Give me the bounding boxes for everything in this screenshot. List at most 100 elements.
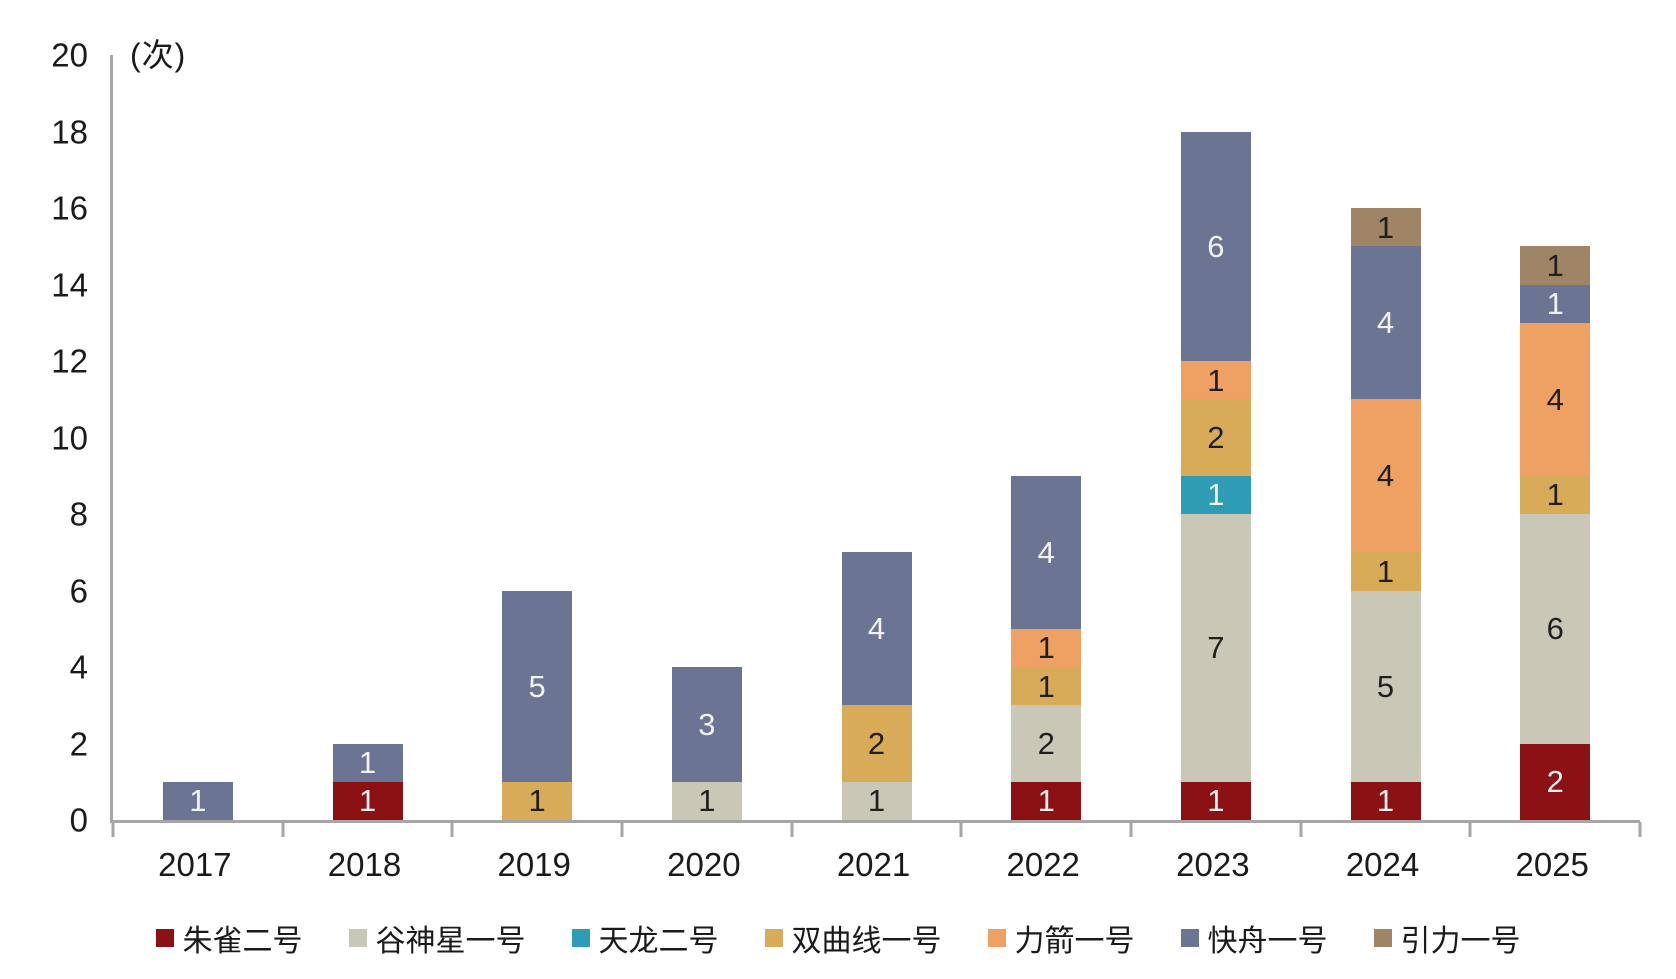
bar-segment: 6: [1520, 514, 1591, 744]
bar-segment: 1: [162, 781, 233, 820]
y-axis-tick-label: 20: [51, 36, 88, 74]
y-axis-tick-label: 4: [69, 648, 88, 686]
y-axis: 0 2 4 6 8 10 12 14 16 18 20: [0, 39, 88, 837]
x-axis-tick-label: 2025: [1515, 846, 1589, 883]
bar-segment: 1: [502, 781, 573, 820]
bar-segment: 2: [1180, 399, 1251, 476]
bar-segment: 1: [1180, 475, 1251, 514]
segment-value-label: 1: [698, 783, 716, 819]
segment-value-label: 1: [1376, 783, 1395, 819]
segment-value-label: 1: [1546, 286, 1564, 322]
y-axis-tick-label: 12: [51, 342, 88, 380]
legend-swatch-icon: [764, 929, 783, 947]
bar-segment: 2: [1011, 705, 1082, 782]
x-axis-tick-label: 2020: [667, 846, 741, 883]
segment-value-label: 5: [1376, 668, 1395, 704]
bar-segment: 3: [671, 667, 742, 782]
segment-value-label: 1: [1037, 783, 1055, 819]
bar-segment: 1: [1180, 361, 1251, 400]
segment-value-label: 1: [358, 745, 377, 781]
bar-segment: 4: [1011, 475, 1082, 629]
y-axis-tick-label: 8: [69, 495, 88, 533]
bar-segment: 4: [1350, 399, 1421, 553]
x-axis-tick-label: 2021: [836, 846, 911, 883]
y-axis-unit-label: (次): [130, 37, 187, 73]
bar-segment: 1: [332, 743, 403, 782]
bar-segment: 4: [1350, 246, 1421, 400]
segment-value-label: 1: [1037, 630, 1055, 666]
segment-value-label: 1: [1546, 477, 1564, 513]
legend-label: 快舟一号: [1207, 925, 1328, 958]
legend-swatch-icon: [987, 929, 1006, 947]
x-axis-tick-mark: [450, 822, 454, 837]
x-axis-tick-label: 2019: [497, 846, 571, 883]
segment-value-label: 4: [867, 611, 886, 647]
bar-segment: 1: [1011, 781, 1082, 820]
bar-segment: 2: [841, 705, 912, 782]
segment-value-label: 1: [867, 783, 886, 819]
stacked-bar: 1 2 4: [841, 552, 912, 820]
legend-item: 谷神星一号: [348, 916, 526, 960]
segment-value-label: 2: [1037, 726, 1055, 761]
bar-segment: 4: [841, 552, 912, 706]
x-axis-tick-mark: [1299, 822, 1303, 837]
segment-value-label: 6: [1207, 228, 1225, 264]
bar-segment: 5: [502, 590, 573, 782]
bar-column-2017: 1: [113, 55, 283, 820]
y-axis-tick-label: 18: [51, 113, 88, 150]
segment-value-label: 2: [867, 726, 886, 761]
legend-label: 引力一号: [1400, 925, 1521, 958]
bar-segment: 1: [1520, 475, 1591, 514]
segment-value-label: 1: [189, 783, 207, 819]
stacked-bar: 1: [162, 781, 233, 820]
bar-segment: 1: [1011, 667, 1082, 706]
stacked-bar: 1 5 1 4 4 1: [1350, 208, 1421, 820]
x-axis-tick-label: 2017: [158, 846, 232, 883]
bar-segment: 1: [1350, 208, 1421, 247]
segment-value-label: 4: [1376, 458, 1395, 494]
segment-value-label: 4: [1037, 534, 1055, 570]
bar-segment: 1: [1011, 628, 1082, 667]
segment-value-label: 7: [1207, 630, 1225, 666]
bar-segment: 6: [1180, 131, 1251, 361]
segment-value-label: 5: [528, 668, 546, 704]
bar-column-2021: 1 2 4: [792, 55, 962, 820]
bar-segment: 1: [1520, 284, 1591, 323]
legend-swatch-icon: [155, 929, 174, 947]
bar-segment: 5: [1350, 590, 1421, 782]
segment-value-label: 1: [1037, 668, 1055, 704]
x-axis-tick-mark: [620, 822, 624, 837]
legend-label: 天龙二号: [598, 925, 719, 958]
bar-segment: 1: [1520, 246, 1591, 285]
legend-item: 天龙二号: [571, 916, 719, 960]
legend-label: 双曲线一号: [791, 925, 942, 958]
legend-item: 引力一号: [1373, 916, 1521, 960]
segment-value-label: 4: [1546, 381, 1564, 417]
segment-value-label: 1: [1376, 553, 1395, 589]
legend-item: 快舟一号: [1180, 916, 1328, 960]
bar-segment: 1: [1350, 552, 1421, 591]
segment-value-label: 1: [1376, 209, 1395, 245]
x-axis-tick-mark: [281, 822, 285, 837]
segment-value-label: 2: [1546, 764, 1564, 800]
bar-column-2023: 1 7 1 2 1 6: [1131, 55, 1301, 820]
legend-item: 力箭一号: [987, 916, 1135, 960]
bar-segment: 7: [1180, 514, 1251, 782]
legend-swatch-icon: [1373, 929, 1392, 947]
y-axis-tick-label: 6: [69, 572, 88, 609]
segment-value-label: 3: [698, 706, 716, 742]
bar-segment: 1: [841, 781, 912, 820]
bar-segment: 1: [1350, 781, 1421, 820]
y-axis-tick-label: 2: [69, 725, 88, 762]
bar-column-2024: 1 5 1 4 4 1: [1301, 55, 1471, 820]
segment-value-label: 1: [528, 783, 546, 819]
